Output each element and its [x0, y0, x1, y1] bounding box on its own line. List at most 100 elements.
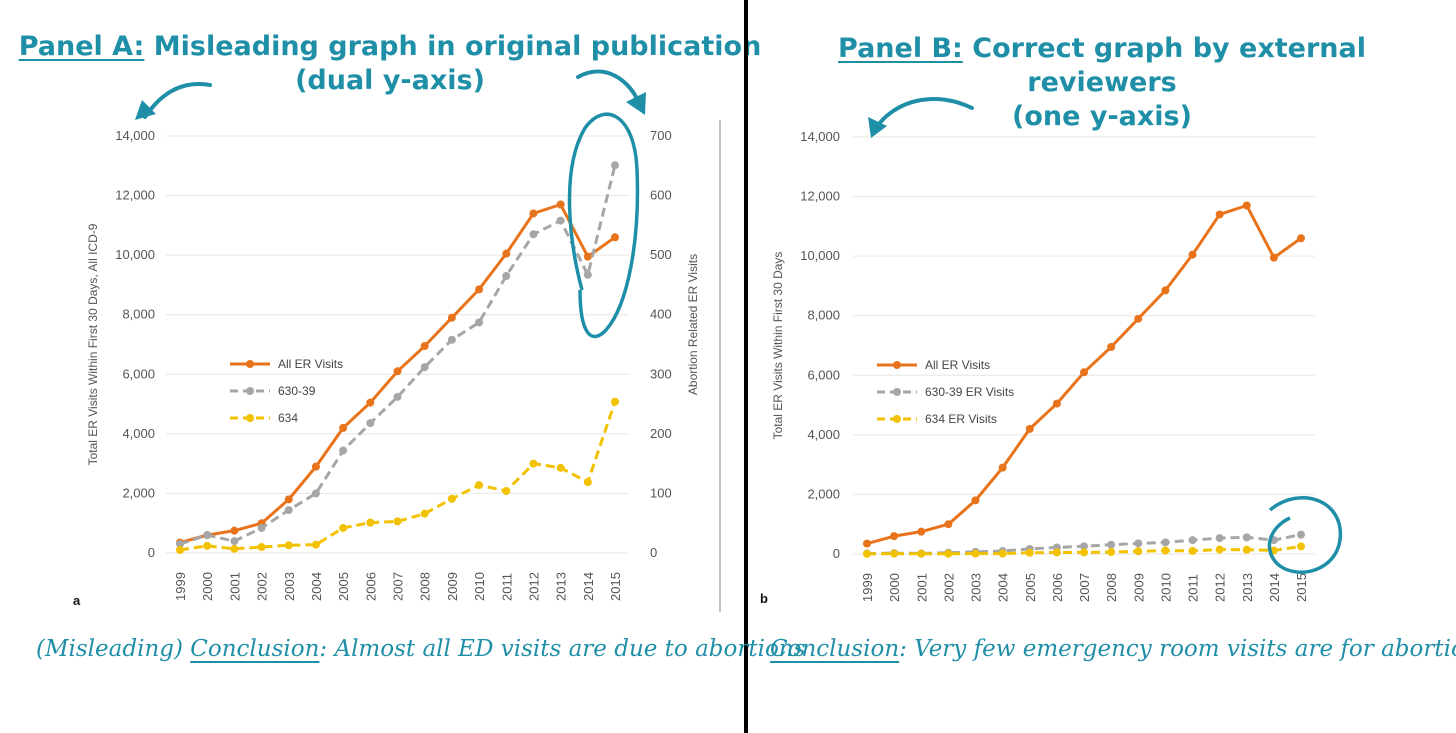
data-point: [863, 539, 871, 548]
data-point: [1080, 542, 1088, 551]
x-tick-label: 2003: [969, 573, 984, 602]
data-point: [311, 462, 320, 471]
x-tick-label: 2011: [499, 573, 514, 601]
y-tick-label: 8,000: [122, 307, 155, 322]
x-tick-label: 2009: [445, 572, 460, 601]
data-point: [176, 540, 184, 549]
data-point: [863, 549, 871, 558]
panel-letter: a: [73, 593, 81, 608]
data-point: [556, 200, 565, 209]
data-point: [556, 216, 565, 225]
y-tick-label: 4,000: [807, 427, 840, 442]
data-point: [1134, 314, 1143, 323]
data-point: [230, 544, 239, 553]
data-point: [366, 419, 375, 428]
data-point: [284, 495, 293, 504]
panel-a-conclusion-prefix: (Misleading): [36, 636, 191, 662]
panel-a-title-rest: Misleading graph in original publication: [144, 31, 762, 62]
data-point: [447, 494, 456, 503]
data-point: [339, 523, 348, 532]
right-arrow-head-icon: [626, 92, 646, 115]
x-tick-label: 2002: [255, 572, 270, 601]
panel-b-conclusion-word: Conclusion: [770, 636, 900, 662]
data-point: [475, 285, 484, 294]
y-tick-label: 0: [833, 546, 840, 561]
x-tick-label: 2001: [914, 573, 929, 602]
data-point: [611, 161, 619, 170]
data-point: [230, 537, 239, 546]
data-point: [366, 518, 375, 527]
legend-label: 634 ER Visits: [925, 412, 997, 426]
data-point: [1052, 399, 1061, 408]
data-point: [529, 230, 538, 239]
data-point: [611, 397, 619, 406]
y-tick-label: 2,000: [122, 485, 155, 500]
data-point: [203, 541, 212, 550]
legend-marker: [893, 415, 901, 423]
x-tick-label: 2006: [363, 572, 378, 601]
panel-letter: b: [760, 591, 768, 606]
y-tick-label: 14,000: [800, 129, 840, 144]
x-tick-label: 2000: [887, 573, 902, 602]
panel-a-conclusion-rest: : Almost all ED visits are due to aborti…: [319, 636, 806, 662]
data-point: [311, 540, 320, 549]
data-point: [1297, 542, 1305, 551]
data-point: [284, 506, 293, 515]
data-point: [393, 517, 402, 526]
data-point: [1297, 234, 1305, 243]
legend-marker: [246, 360, 254, 368]
data-point: [529, 209, 538, 218]
x-tick-label: 2015: [608, 572, 623, 601]
y2-tick-label: 0: [650, 545, 657, 560]
data-point: [176, 546, 184, 555]
data-point: [475, 318, 484, 327]
y-tick-label: 14,000: [115, 128, 155, 143]
x-tick-label: 2007: [1077, 573, 1092, 602]
x-tick-label: 2011: [1186, 574, 1201, 602]
data-point: [1080, 368, 1088, 377]
annotations: [135, 69, 1342, 574]
data-point: [420, 341, 429, 350]
legend-label: All ER Visits: [925, 358, 990, 372]
y2-tick-label: 100: [650, 485, 672, 500]
x-tick-label: 2006: [1050, 573, 1065, 602]
x-tick-label: 2001: [227, 572, 242, 601]
x-tick-label: 2005: [336, 572, 351, 601]
data-point: [1215, 545, 1224, 554]
data-point: [529, 459, 538, 468]
x-tick-label: 2012: [526, 572, 541, 601]
data-point: [583, 270, 592, 279]
y2-tick-label: 600: [650, 188, 672, 203]
data-point: [502, 487, 511, 496]
legend-marker: [246, 387, 254, 395]
data-point: [1161, 286, 1170, 295]
panel-divider: [744, 0, 748, 733]
x-tick-label: 2010: [472, 572, 487, 601]
y2-tick-label: 200: [650, 426, 672, 441]
highlight-circle-a-icon: [567, 112, 640, 339]
x-tick-label: 2003: [282, 572, 297, 601]
data-point: [1242, 201, 1251, 210]
data-point: [1269, 253, 1278, 262]
panel-b-title-rest: Correct graph by external reviewers: [962, 33, 1366, 98]
y-tick-label: 4,000: [122, 426, 155, 441]
data-point: [917, 549, 926, 558]
data-point: [257, 523, 266, 532]
y2-tick-label: 300: [650, 366, 672, 381]
y-tick-label: 8,000: [807, 308, 840, 323]
data-point: [1215, 210, 1224, 219]
data-point: [502, 249, 511, 258]
y-tick-label: 2,000: [807, 486, 840, 501]
x-tick-label: 2014: [1267, 573, 1282, 602]
data-point: [339, 446, 348, 455]
data-point: [1161, 546, 1170, 555]
x-tick-label: 2000: [200, 572, 215, 601]
data-point: [1107, 548, 1116, 557]
chart-b: 0 2,000 4,000 6,000 8,000 10,000 12,000 14,000 1…: [760, 129, 1315, 606]
data-point: [1107, 342, 1116, 351]
data-point: [447, 335, 456, 344]
data-point: [1025, 548, 1034, 557]
data-point: [1052, 548, 1061, 557]
data-point: [1188, 250, 1197, 259]
